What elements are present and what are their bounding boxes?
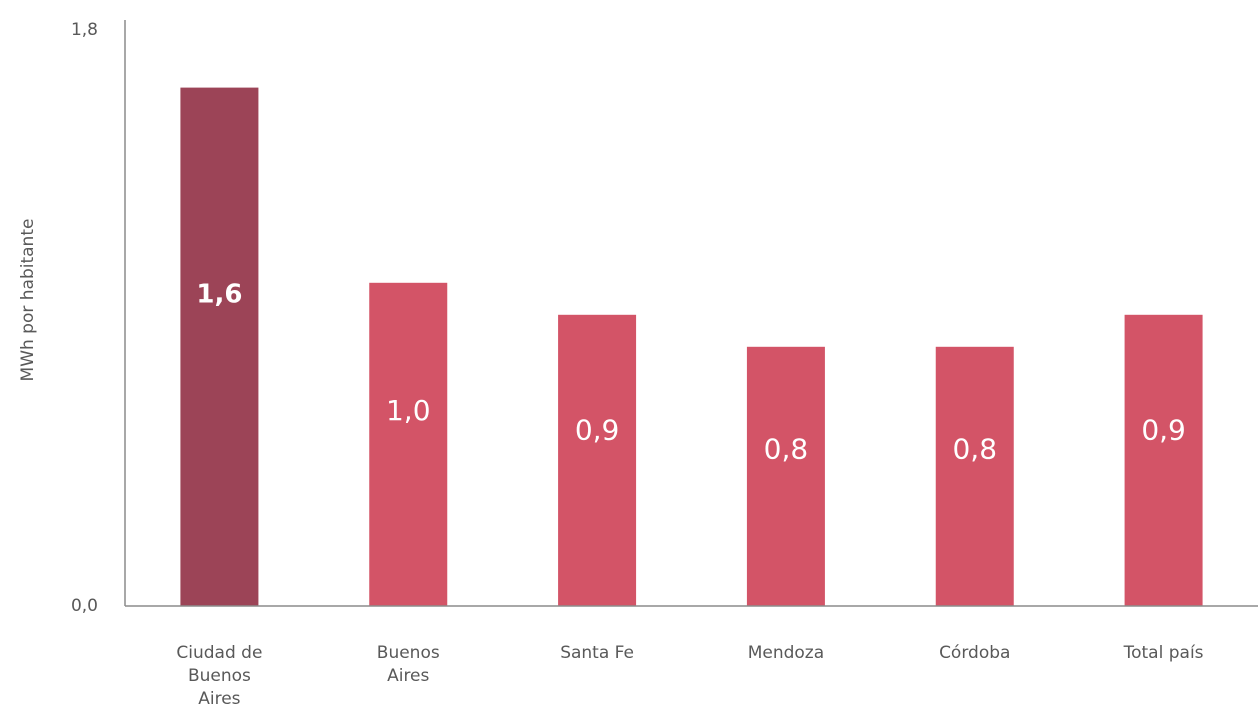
y-axis-label: MWh por habitante — [18, 219, 38, 382]
y-tick-label: 1,8 — [71, 20, 98, 40]
bar — [1124, 314, 1203, 606]
value-label: 1,0 — [386, 394, 431, 427]
x-tick-label: Buenos Aires — [376, 643, 440, 686]
value-label: 0,8 — [952, 432, 997, 465]
bar — [180, 87, 259, 607]
x-tick-label: Córdoba — [939, 643, 1011, 663]
bar — [746, 346, 825, 606]
value-label: 0,8 — [764, 432, 809, 465]
bar — [935, 346, 1014, 606]
bar — [369, 282, 448, 606]
x-tick-label: Ciudad de Buenos Aires — [176, 643, 263, 709]
value-label: 0,9 — [1141, 413, 1186, 446]
bar — [558, 314, 637, 606]
y-tick-label: 0,0 — [71, 596, 98, 616]
x-tick-label: Santa Fe — [560, 643, 634, 663]
x-tick-label: Mendoza — [747, 643, 825, 663]
value-label: 1,6 — [196, 279, 242, 309]
x-tick-label: Total país — [1123, 643, 1204, 663]
value-label: 0,9 — [575, 413, 620, 446]
